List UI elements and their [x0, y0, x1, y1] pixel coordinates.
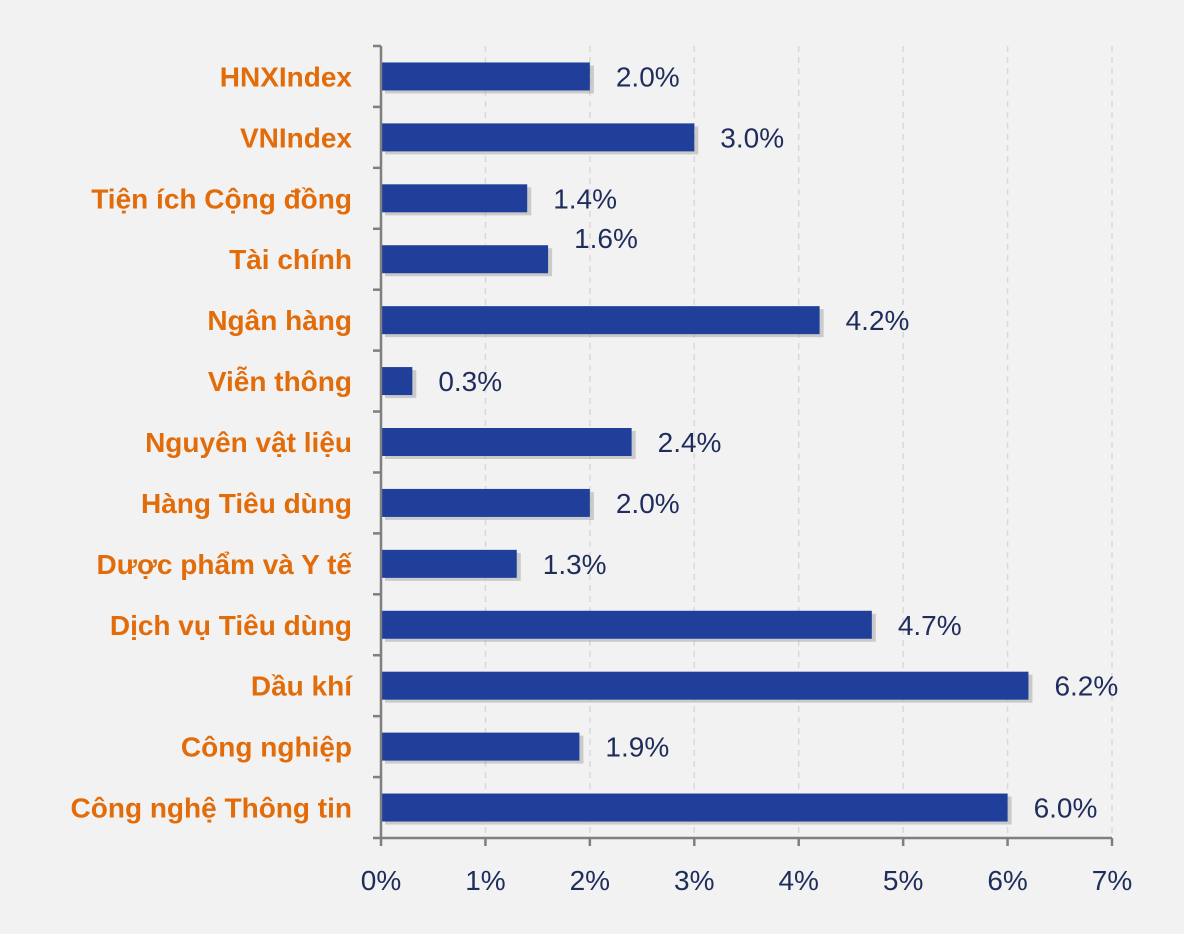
bar: [381, 488, 590, 517]
category-label: Dịch vụ Tiêu dùng: [110, 610, 352, 641]
data-label: 6.2%: [1054, 671, 1118, 702]
category-label: Dược phẩm và Y tế: [97, 549, 353, 580]
bar: [381, 367, 413, 396]
category-label: Viễn thông: [208, 366, 352, 397]
bar: [381, 428, 632, 456]
category-label: Nguyên vật liệu: [145, 427, 352, 458]
category-label: VNIndex: [240, 122, 352, 153]
data-label: 6.0%: [1034, 793, 1098, 824]
category-label: Ngân hàng: [207, 305, 352, 336]
data-label: 0.3%: [438, 366, 502, 397]
category-label: Dầu khí: [251, 671, 353, 702]
x-tick-label: 7%: [1092, 865, 1132, 896]
x-tick-label: 6%: [987, 865, 1027, 896]
bars: [381, 62, 1033, 825]
data-label: 2.4%: [658, 427, 722, 458]
gridlines: [484, 46, 1113, 838]
x-tick-label: 1%: [465, 865, 505, 896]
category-label: Hàng Tiêu dùng: [141, 488, 352, 519]
bar: [381, 62, 590, 91]
bar: [381, 184, 528, 213]
x-tick-label: 3%: [674, 865, 714, 896]
bar: [381, 306, 820, 335]
data-label: 1.6%: [574, 223, 638, 254]
bar: [381, 245, 549, 274]
labels: HNXIndex 2.0% VNIndex 3.0% Tiện ích Cộng đồn…: [71, 61, 1133, 896]
category-label: Tài chính: [229, 244, 352, 275]
data-label: 2.0%: [616, 488, 680, 519]
bar: [381, 671, 1029, 700]
bar: [381, 123, 695, 152]
data-label: 4.2%: [846, 305, 910, 336]
bar: [381, 610, 872, 639]
x-tick-label: 5%: [883, 865, 923, 896]
axes: [373, 44, 1114, 846]
data-label: 1.4%: [553, 183, 617, 214]
bar: [381, 549, 517, 578]
category-label: HNXIndex: [220, 61, 353, 92]
data-label: 1.3%: [543, 549, 607, 580]
x-tick-label: 0%: [361, 865, 401, 896]
data-label: 1.9%: [605, 732, 669, 763]
category-label: Công nghệ Thông tin: [71, 793, 352, 824]
data-label: 2.0%: [616, 61, 680, 92]
x-tick-label: 4%: [778, 865, 818, 896]
category-label: Tiện ích Cộng đồng: [91, 183, 352, 214]
x-tick-label: 2%: [570, 865, 610, 896]
data-label: 3.0%: [720, 122, 784, 153]
data-label: 4.7%: [898, 610, 962, 641]
bar: [381, 793, 1008, 822]
category-label: Công nghiệp: [181, 732, 352, 763]
bar: [381, 732, 580, 761]
